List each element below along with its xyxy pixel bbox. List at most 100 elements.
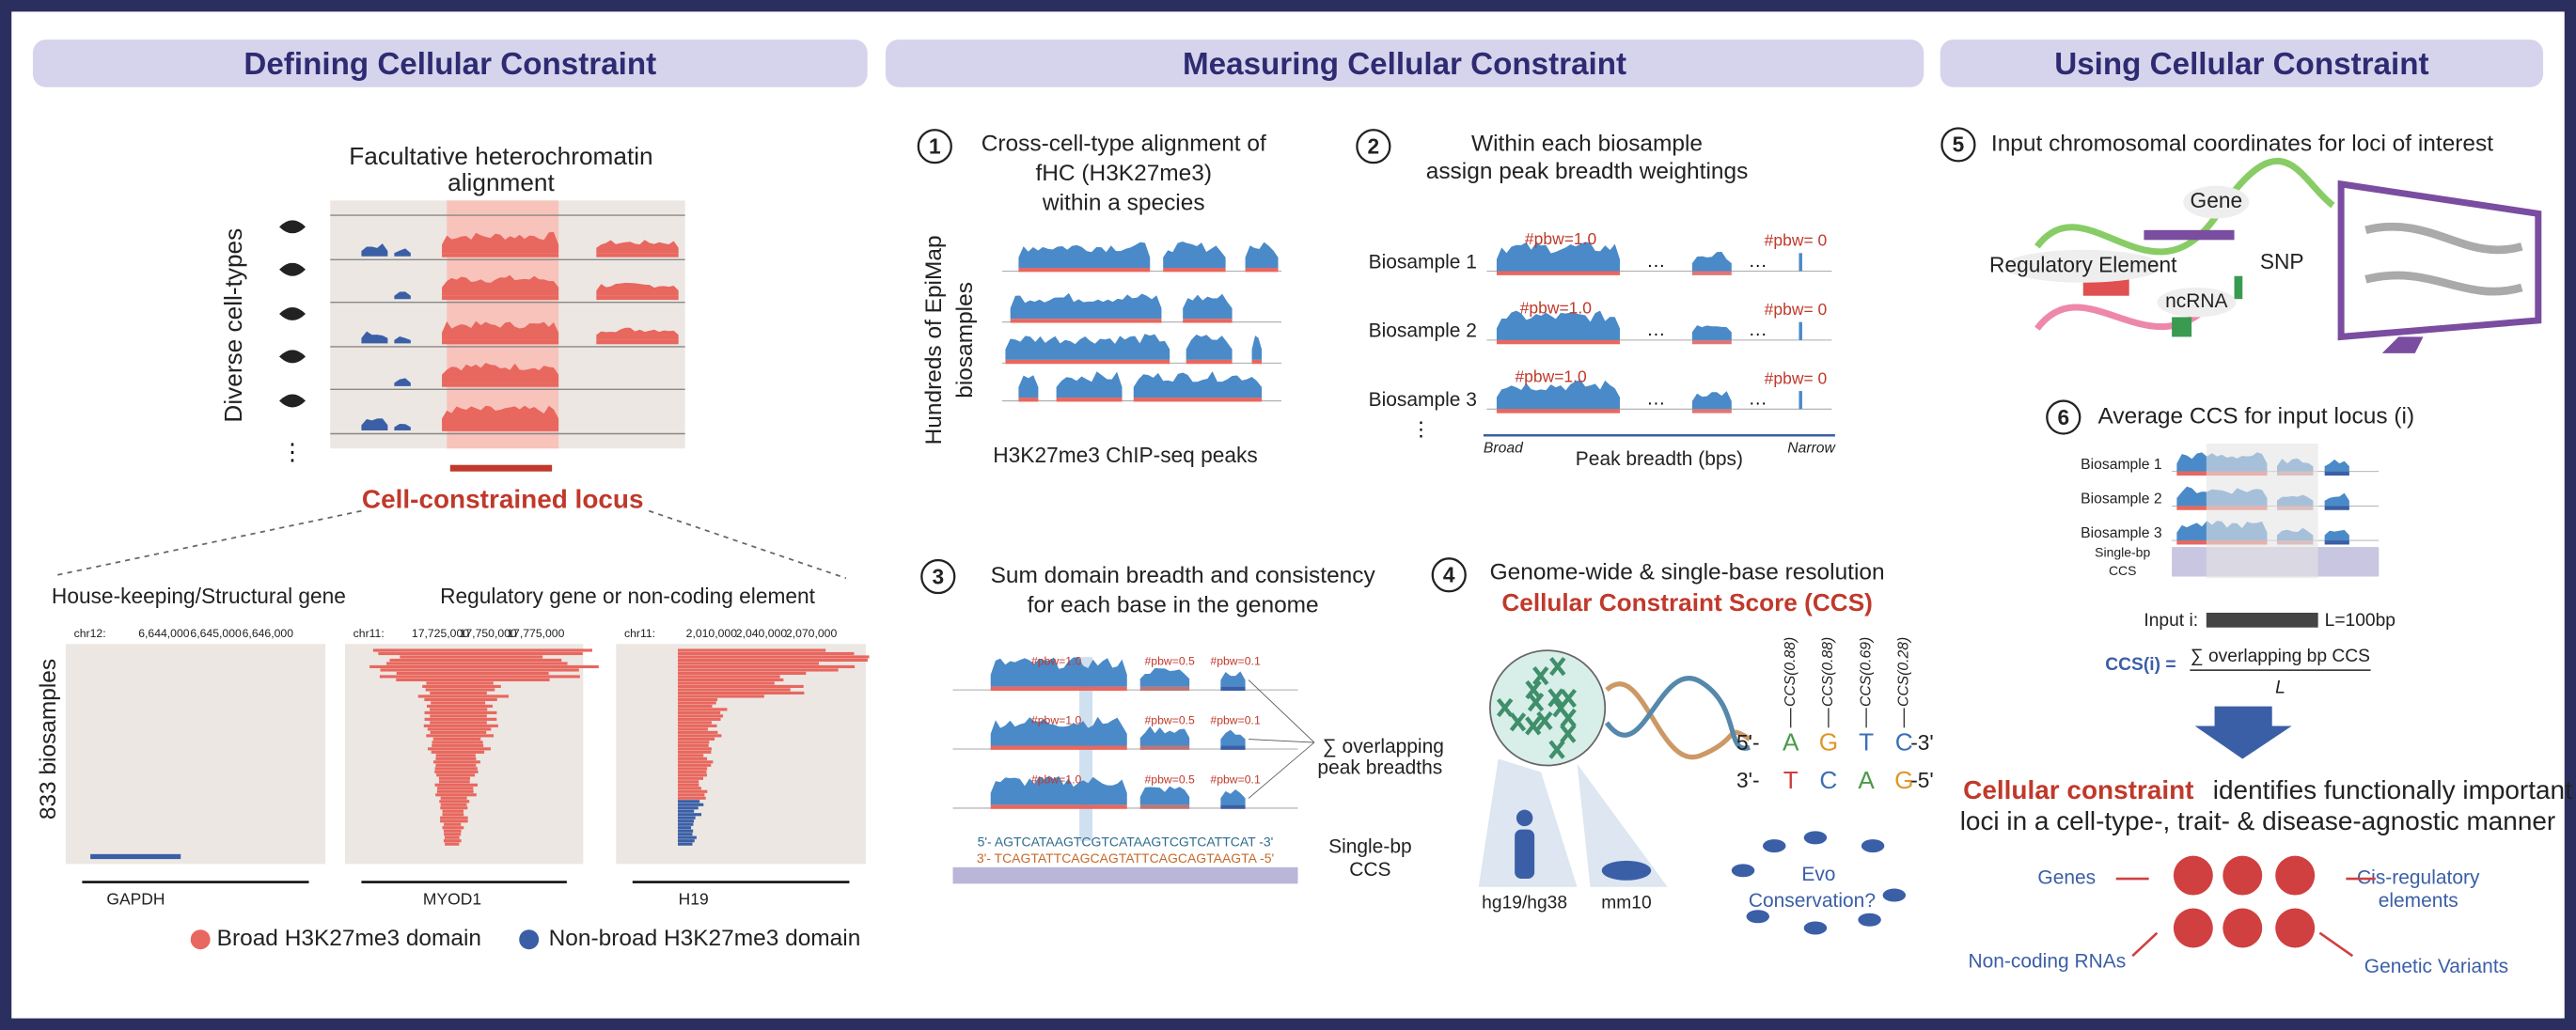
broad-bar bbox=[677, 675, 780, 679]
label: 6 bbox=[2057, 405, 2069, 429]
peak bbox=[1139, 667, 1190, 687]
monitor-stand bbox=[2381, 336, 2424, 353]
label: biosamples bbox=[952, 282, 978, 398]
label: #pbw=1.0 bbox=[1525, 229, 1597, 248]
peak bbox=[442, 405, 559, 428]
broad-bar bbox=[677, 681, 775, 685]
ellipsis: ⋮ bbox=[281, 440, 304, 465]
label: 2,010,000 bbox=[686, 627, 738, 640]
animal-icon bbox=[1731, 864, 1755, 878]
label: MYOD1 bbox=[423, 889, 481, 908]
label: 2 bbox=[1368, 133, 1380, 158]
step-circle bbox=[1940, 127, 1976, 163]
broad-bar bbox=[437, 787, 474, 790]
domain-bar bbox=[1163, 268, 1226, 273]
chromosome bbox=[1560, 724, 1577, 743]
broad-bar bbox=[677, 826, 692, 830]
label: loci in a cell-type-, trait- & disease-a… bbox=[1960, 806, 2556, 835]
broad-bar bbox=[442, 813, 464, 817]
domain-bar bbox=[1018, 268, 1151, 273]
peak bbox=[1018, 375, 1039, 398]
peak bbox=[1220, 729, 1246, 746]
label: G bbox=[1819, 728, 1838, 757]
domain-bar bbox=[596, 253, 679, 258]
peak bbox=[2324, 492, 2349, 507]
peak bbox=[361, 331, 388, 344]
panel-header bbox=[885, 39, 1924, 87]
broad-bar bbox=[677, 694, 764, 698]
broad-bar bbox=[424, 697, 497, 701]
dots: ··· bbox=[1647, 325, 1665, 345]
label: Cis-regulatory bbox=[2357, 867, 2480, 889]
domain-bar bbox=[1018, 398, 1039, 402]
label-bubble bbox=[2157, 287, 2237, 318]
broad-bar bbox=[677, 658, 868, 663]
broad-bar bbox=[677, 691, 805, 694]
label: CCS(0.88) bbox=[1783, 637, 1798, 707]
broad-bar bbox=[432, 737, 481, 741]
broad-bar bbox=[677, 835, 697, 839]
domain-bar bbox=[1010, 319, 1162, 323]
peak bbox=[442, 363, 559, 383]
chromosome bbox=[1560, 688, 1577, 709]
broad-bar bbox=[386, 662, 568, 665]
dna-helix bbox=[1604, 676, 1751, 751]
label: Non-coding RNAs bbox=[1968, 951, 2126, 973]
broad-bar bbox=[425, 688, 495, 692]
broad-bar bbox=[677, 730, 718, 734]
legend-dot bbox=[519, 929, 540, 950]
domain-bar bbox=[442, 295, 559, 301]
broad-bar bbox=[400, 655, 543, 659]
peak bbox=[442, 320, 559, 340]
broad-bar bbox=[677, 651, 855, 656]
broad-bar bbox=[372, 648, 592, 652]
peak bbox=[990, 657, 1127, 687]
peak bbox=[1183, 293, 1233, 320]
broad-bar bbox=[677, 833, 693, 836]
label: Cellular constraint bbox=[1963, 775, 2193, 804]
nucleus bbox=[1489, 649, 1607, 767]
label-bubble bbox=[2183, 185, 2250, 219]
broad-bar bbox=[430, 730, 487, 734]
broad-bar bbox=[677, 721, 713, 725]
label: Using Cellular Constraint bbox=[2054, 47, 2428, 82]
label: within a species bbox=[1042, 190, 1205, 215]
broad-bar bbox=[440, 819, 468, 823]
browser-box bbox=[65, 644, 325, 865]
label: #pbw=1.0 bbox=[1031, 714, 1082, 727]
label: 2,070,000 bbox=[786, 627, 838, 640]
label: identifies functionally important bbox=[2213, 775, 2572, 804]
peak bbox=[394, 248, 411, 257]
broad-bar bbox=[442, 826, 464, 830]
broad-bar bbox=[677, 678, 784, 682]
step-circle bbox=[2046, 399, 2081, 435]
peak bbox=[1691, 251, 1732, 272]
label: Genetic Variants bbox=[2364, 956, 2508, 977]
domain-bar bbox=[1496, 339, 1620, 345]
label: T bbox=[1859, 728, 1874, 757]
label: #pbw= 0 bbox=[1765, 300, 1828, 319]
broad-bar bbox=[438, 776, 470, 780]
chromosome bbox=[1549, 657, 1566, 677]
broad-bar bbox=[677, 724, 717, 727]
down-arrow bbox=[2194, 706, 2292, 759]
peak bbox=[1691, 391, 1732, 410]
human-icon bbox=[1516, 809, 1533, 827]
broad-bar bbox=[435, 793, 477, 797]
organ-icon bbox=[2275, 855, 2316, 896]
label: Hundreds of EpiMap bbox=[921, 235, 947, 445]
cell-icon bbox=[279, 262, 306, 276]
broad-bar bbox=[677, 727, 708, 731]
broad-bar bbox=[677, 783, 699, 787]
broad-bar bbox=[677, 760, 714, 764]
label: CCS(0.69) bbox=[1858, 637, 1874, 707]
domain-bar bbox=[1220, 804, 1246, 809]
ccs-strip bbox=[952, 866, 1298, 884]
label: CCS(0.88) bbox=[1820, 637, 1836, 707]
label: alignment bbox=[448, 168, 555, 196]
organ-icon bbox=[2173, 855, 2213, 896]
pointer bbox=[1249, 739, 1314, 743]
label: SNP bbox=[2260, 249, 2304, 273]
broad-bar bbox=[677, 688, 791, 692]
peak bbox=[1018, 242, 1151, 269]
